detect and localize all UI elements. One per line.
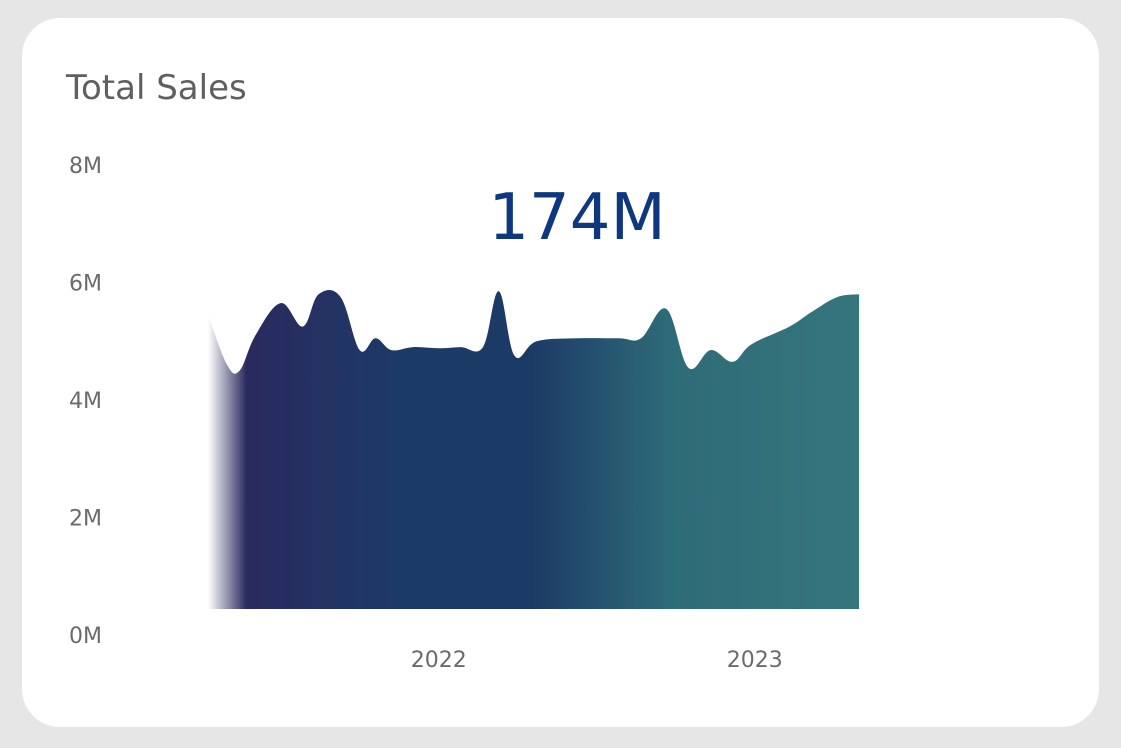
chart-title: Total Sales xyxy=(66,68,247,108)
x-axis: 2022 2023 xyxy=(411,648,783,673)
y-tick-label: 0M xyxy=(69,624,102,649)
y-axis: 0M 2M 4M 6M 8M xyxy=(69,154,102,649)
y-tick-label: 2M xyxy=(69,507,102,532)
y-tick-label: 4M xyxy=(69,389,102,414)
y-tick-label: 8M xyxy=(69,154,102,179)
series-area-group xyxy=(208,289,860,609)
kpi-value: 174M xyxy=(488,181,665,255)
sales-area xyxy=(208,289,860,609)
x-tick-label: 2023 xyxy=(727,648,783,673)
y-tick-label: 6M xyxy=(69,272,102,297)
x-tick-label: 2022 xyxy=(411,648,467,673)
